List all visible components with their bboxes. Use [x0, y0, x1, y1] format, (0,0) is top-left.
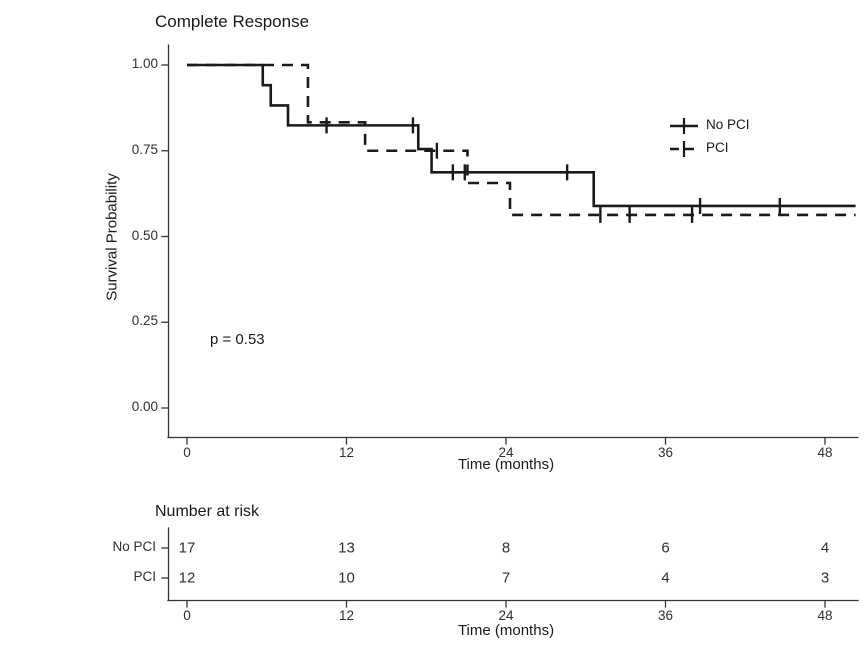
- risk-x-axis-title: Time (months): [457, 622, 555, 639]
- x-tick-label: 0: [183, 444, 191, 460]
- survival-curve-pci: [187, 63, 856, 217]
- risk-value-pci-t24: 7: [501, 569, 511, 587]
- risk-value-no-pci-t24: 8: [501, 539, 511, 557]
- risk-x-tick-label: 36: [657, 607, 674, 623]
- legend-label-no-pci: No PCI: [706, 117, 750, 132]
- risk-row-label-no-pci: No PCI: [112, 539, 156, 554]
- risk-x-tick-label: 24: [498, 607, 514, 623]
- risk-value-pci-t12: 10: [338, 569, 355, 587]
- risk-value-no-pci-t48: 4: [820, 539, 830, 557]
- risk-row-label-pci: PCI: [133, 569, 156, 584]
- y-tick-label: 0.50: [131, 227, 158, 243]
- risk-x-tick-label: 12: [338, 607, 355, 623]
- plot-title: Complete Response: [155, 12, 310, 31]
- survival-curve-no-pci: [187, 63, 856, 208]
- risk-value-pci-t48: 3: [820, 569, 830, 587]
- risk-x-tick-label: 0: [183, 607, 191, 623]
- risk-value-pci-t36: 4: [661, 569, 670, 587]
- risk-table-title: Number at risk: [155, 503, 260, 520]
- x-tick-label: 36: [657, 444, 674, 460]
- x-tick-label: 12: [338, 444, 355, 460]
- y-tick-label: 0.25: [131, 313, 158, 329]
- y-tick-label: 1.00: [131, 56, 158, 71]
- p-value-annotation: p = 0.53: [210, 331, 265, 348]
- y-tick-label: 0.75: [131, 141, 158, 157]
- risk-value-no-pci-t0: 17: [178, 539, 196, 557]
- risk-value-no-pci-t36: 6: [661, 539, 670, 557]
- x-tick-label: 24: [498, 444, 514, 460]
- risk-x-tick-label: 48: [817, 607, 833, 623]
- legend-label-pci: PCI: [706, 140, 729, 155]
- risk-value-no-pci-t12: 13: [338, 539, 355, 557]
- x-tick-label: 48: [817, 444, 833, 460]
- risk-value-pci-t0: 12: [178, 569, 196, 587]
- x-axis-title: Time (months): [457, 456, 555, 473]
- y-tick-label: 0.00: [131, 399, 158, 414]
